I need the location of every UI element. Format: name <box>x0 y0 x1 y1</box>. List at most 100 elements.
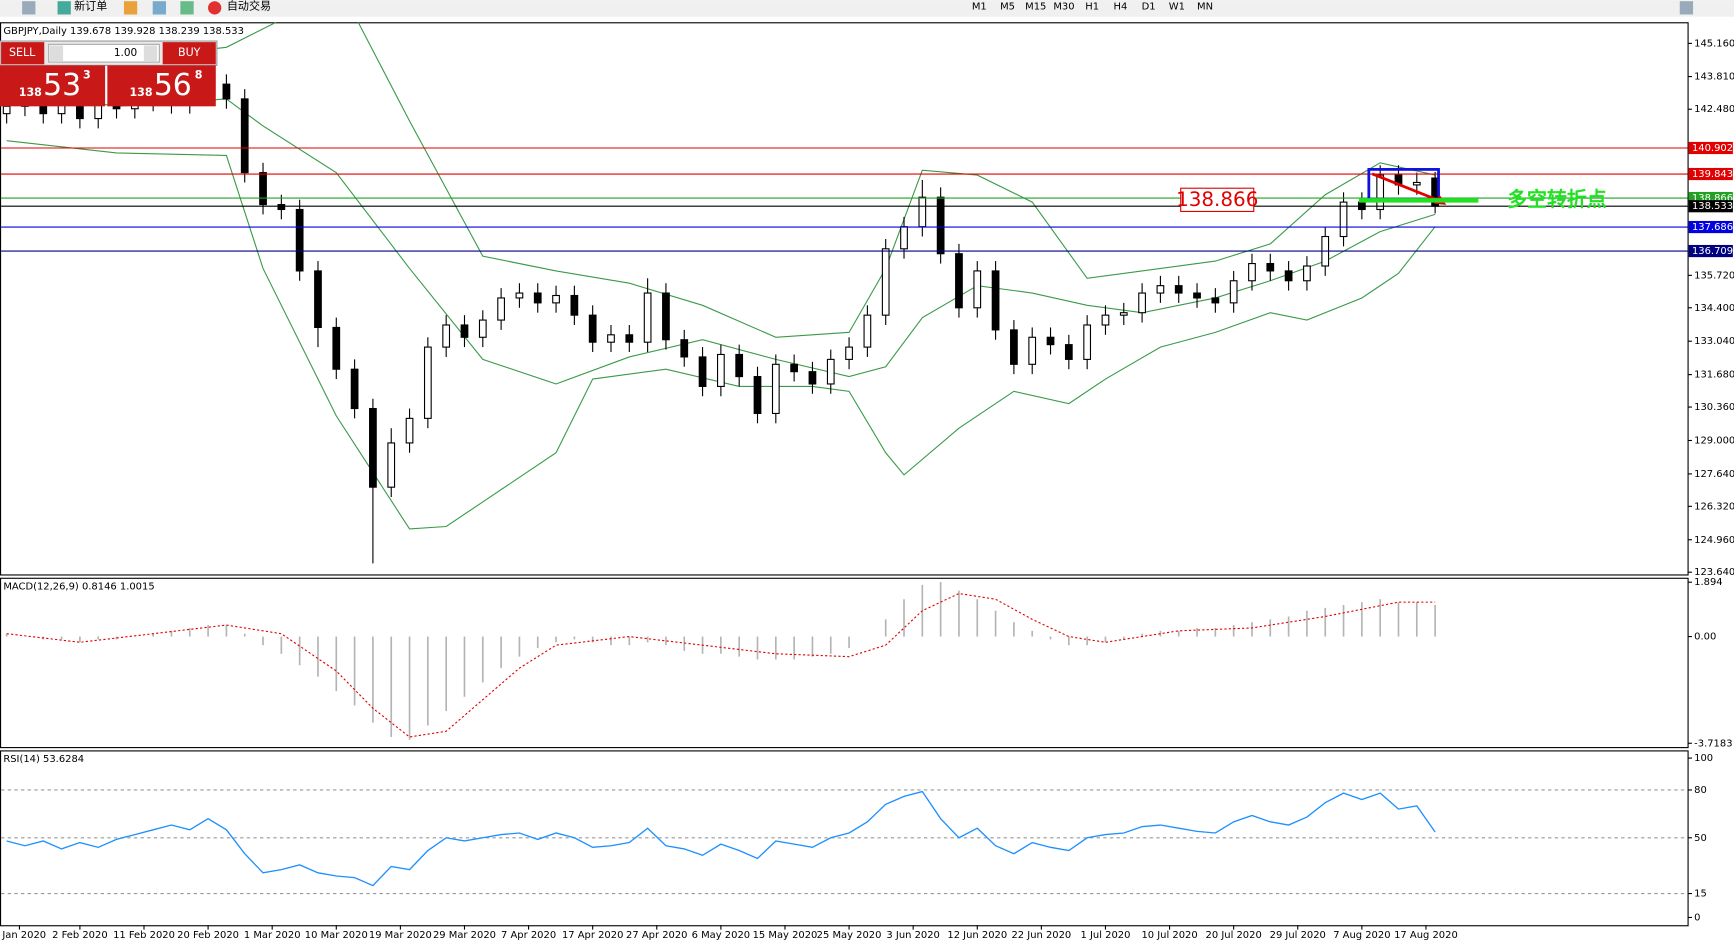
y-tick-label: 143.810 <box>1694 72 1734 83</box>
drawn-arrow <box>1371 172 1440 202</box>
candle-body <box>1101 314 1110 326</box>
level-label-box <box>1688 167 1733 181</box>
timeframe-button[interactable]: H4 <box>1114 2 1128 13</box>
one-click-trading: SELL 1.00 BUY 138 53 3 138 56 8 <box>0 40 218 107</box>
rsi-line <box>6 790 1436 887</box>
candle-body <box>515 292 524 299</box>
y-tick-label: 126.320 <box>1694 501 1734 512</box>
buy-price-pips: 56 <box>154 68 192 103</box>
price-annotation: 138.866 <box>1176 188 1258 211</box>
x-tick-label: 1 Mar 2020 <box>244 930 301 941</box>
candle-body <box>662 292 670 341</box>
text-annotation: 多空转折点 <box>1507 187 1607 211</box>
icon[interactable] <box>208 1 222 15</box>
x-tick-label: 12 Jun 2020 <box>947 930 1007 941</box>
candle-body <box>1119 312 1128 316</box>
candle-body <box>442 324 451 348</box>
y-tick-label: 127.640 <box>1694 469 1734 480</box>
y-tick-label: 142.480 <box>1694 104 1734 115</box>
candle-body <box>2 105 11 115</box>
timeframe-button[interactable]: M1 <box>972 2 987 13</box>
x-tick-label: 29 Jul 2020 <box>1270 930 1326 941</box>
panel-title: RSI(14) 53.6284 <box>3 754 84 765</box>
candle-body <box>350 368 359 410</box>
buy-price-point: 8 <box>195 68 203 81</box>
level-label: 136.709 <box>1692 246 1733 257</box>
lot-down[interactable] <box>49 45 64 61</box>
buy-price-big-figure: 138 <box>129 86 152 99</box>
sell-button[interactable] <box>1 42 45 65</box>
buy-label[interactable]: BUY <box>178 46 201 59</box>
x-tick-label: 20 Jul 2020 <box>1206 930 1262 941</box>
candle-body <box>1138 292 1146 314</box>
level-label-box <box>1688 200 1733 213</box>
level-label-box <box>1688 141 1733 155</box>
y-tick-label: 50 <box>1694 833 1707 844</box>
buy-price-box[interactable] <box>107 65 216 107</box>
timeframe-button[interactable]: MN <box>1197 2 1213 13</box>
macd-frame <box>0 577 1689 749</box>
candle-body <box>460 324 469 338</box>
level-label: 138.533 <box>1692 201 1733 212</box>
candle-body <box>1174 285 1183 294</box>
icon[interactable] <box>22 1 36 15</box>
timeframe-button[interactable]: M30 <box>1053 2 1074 13</box>
level-label: 138.866 <box>1692 193 1733 204</box>
candle-body <box>1064 344 1073 360</box>
candle-body <box>863 314 872 348</box>
clip-group <box>2 22 1439 564</box>
candle-body <box>900 226 908 250</box>
candle-body <box>918 196 927 228</box>
toolbar-item[interactable]: 自动交易 <box>227 0 271 13</box>
x-tick-label: 7 Apr 2020 <box>501 930 556 941</box>
sell-price-box[interactable] <box>0 65 106 107</box>
x-tick-label: 1 Jul 2020 <box>1081 930 1131 941</box>
icon[interactable] <box>180 1 194 15</box>
candle-body <box>680 339 689 358</box>
candle-body <box>735 353 744 378</box>
level-label-box <box>1688 244 1733 258</box>
candle-body <box>277 204 286 211</box>
x-tick-label: 17 Aug 2020 <box>1394 930 1458 941</box>
x-tick-label: 25 May 2020 <box>817 930 882 941</box>
toolbar-item[interactable]: 新订单 <box>74 0 107 13</box>
x-tick-label: 22 Jun 2020 <box>1011 930 1071 941</box>
lot-up[interactable] <box>143 45 158 61</box>
timeframe-button[interactable]: H1 <box>1085 2 1099 13</box>
panel-title: MACD(12,26,9) 0.8146 1.0015 <box>3 582 154 593</box>
candle-body <box>826 358 835 385</box>
candle-body <box>625 334 634 343</box>
x-tick-label: 19 Mar 2020 <box>369 930 432 941</box>
icon[interactable] <box>152 1 166 15</box>
sell-price-big-figure: 138 <box>19 86 42 99</box>
icon[interactable] <box>123 1 138 15</box>
candle-body <box>497 297 505 321</box>
lot-input[interactable] <box>48 43 160 63</box>
y-tick-label: 124.960 <box>1694 535 1734 546</box>
level-label-box <box>1688 220 1733 234</box>
y-tick-label: 130.360 <box>1694 402 1734 413</box>
candle-body <box>314 270 322 328</box>
icon[interactable] <box>57 1 71 15</box>
y-tick-label: 80 <box>1694 785 1707 796</box>
candle-body <box>717 353 725 387</box>
candle-body <box>1010 329 1018 365</box>
candle-body <box>955 253 963 309</box>
candle-body <box>405 417 414 444</box>
buy-button[interactable] <box>162 42 216 65</box>
x-tick-label: 10 Mar 2020 <box>305 930 368 941</box>
candle-body <box>369 407 377 488</box>
plot: GBPJPY,Daily 139.678 139.928 138.239 138… <box>0 22 1734 941</box>
sell-label[interactable]: SELL <box>9 46 36 59</box>
candle-body <box>936 196 945 255</box>
timeframe-button[interactable]: D1 <box>1142 2 1156 13</box>
candle-body <box>533 292 542 304</box>
candle-body <box>790 363 799 373</box>
timeframe-button[interactable]: M15 <box>1025 2 1046 13</box>
timeframe-button[interactable]: W1 <box>1169 2 1185 13</box>
lot-value[interactable]: 1.00 <box>114 47 137 59</box>
timeframe-button[interactable]: M5 <box>1000 2 1015 13</box>
signal-line <box>6 592 1436 738</box>
icon[interactable] <box>1679 1 1694 15</box>
